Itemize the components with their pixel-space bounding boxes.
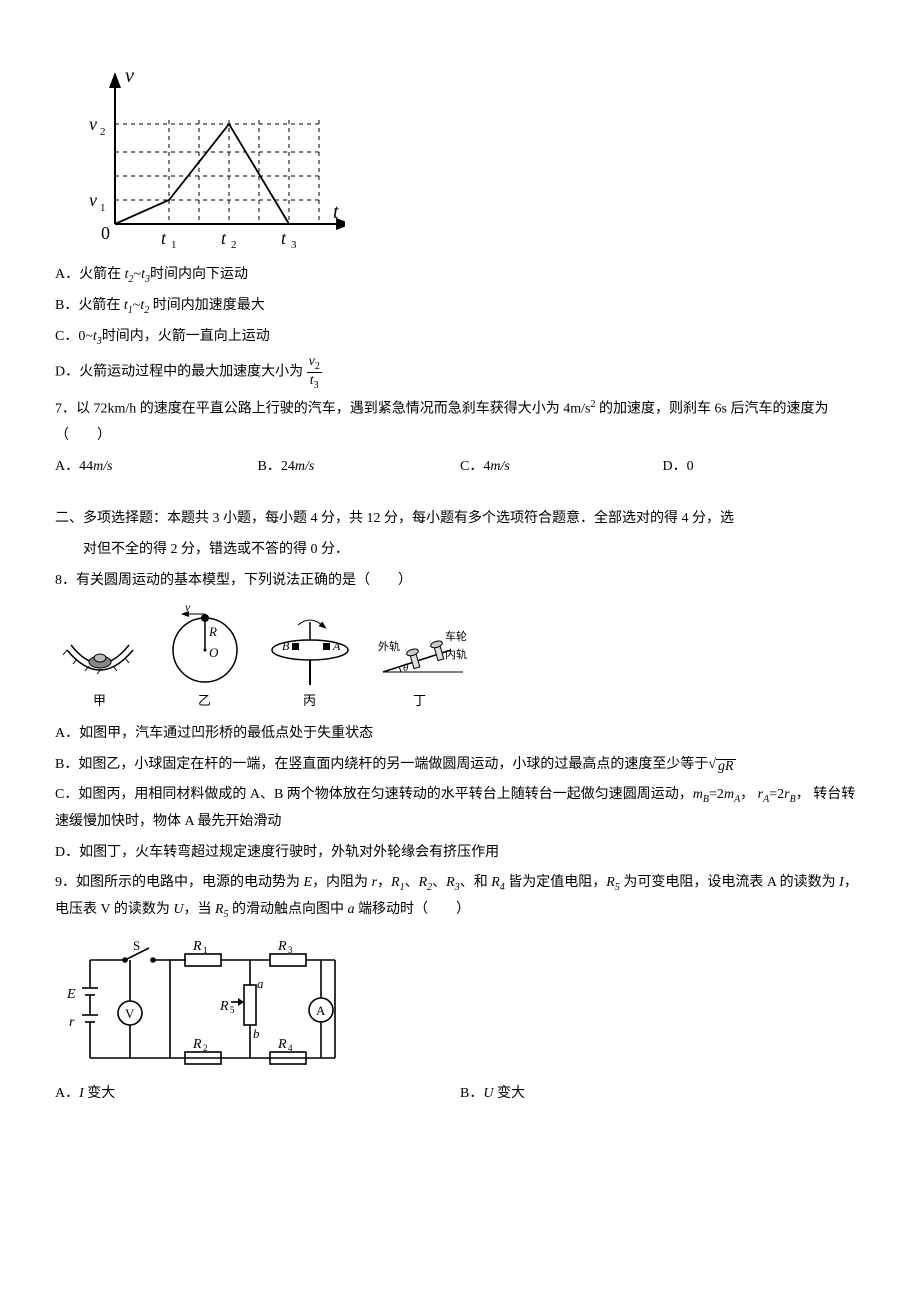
svg-text:车轮: 车轮 [445, 629, 467, 643]
svg-text:1: 1 [171, 239, 177, 251]
q6-option-b: B．火箭在 t1~t2 时间内加速度最大 [55, 293, 865, 320]
fraction-v2-t3: v2 t3 [307, 354, 322, 391]
svg-text:A: A [316, 1003, 326, 1018]
q8-option-d: D．如图丁，火车转弯超过规定速度行驶时，外轨对外轮缘会有挤压作用 [55, 840, 865, 867]
svg-text:R: R [192, 939, 202, 954]
svg-text:t: t [161, 228, 167, 248]
svg-text:a: a [257, 976, 264, 991]
q8-option-b: B．如图乙，小球固定在杆的一端，在竖直面内绕杆的另一端做圆周运动，小球的过最高点… [55, 752, 865, 779]
svg-text:4: 4 [288, 1043, 293, 1053]
svg-text:E: E [66, 987, 76, 1002]
svg-text:3: 3 [288, 945, 293, 955]
svg-text:O: O [209, 645, 219, 660]
svg-text:内轨: 内轨 [445, 647, 467, 661]
fig-bing: B A 丙 [272, 620, 348, 708]
label-ding: 丁 [413, 693, 426, 708]
q6-option-d: D．火箭运动过程中的最大加速度大小为 v2 t3 [55, 354, 865, 391]
q9-option-b: B．U 变大 [460, 1081, 865, 1108]
svg-text:2: 2 [100, 126, 106, 138]
svg-text:R: R [208, 624, 217, 639]
q7-option-d: D．0 [663, 454, 866, 481]
q9-circuit: S R1 R3 R2 R4 R5 a b E r V A [55, 930, 865, 1075]
fig-yi: v R O 乙 [173, 600, 237, 708]
svg-text:S: S [133, 938, 140, 953]
svg-text:V: V [125, 1006, 135, 1021]
svg-text:t: t [221, 228, 227, 248]
q6-vt-graph: v t 0 v 1 v 2 t 1 t 2 t 3 [55, 56, 865, 256]
svg-text:5: 5 [230, 1005, 235, 1015]
svg-text:r: r [69, 1015, 75, 1030]
svg-text:b: b [253, 1026, 260, 1041]
svg-text:R: R [277, 939, 287, 954]
q9-stem: 9．如图所示的电路中，电源的电动势为 E，内阻为 r，R1、R2、R3、和 R4… [55, 870, 865, 924]
svg-text:t: t [333, 201, 339, 223]
label-jia: 甲 [93, 693, 106, 708]
svg-text:A: A [332, 639, 341, 653]
q6-option-c: C．0~t3时间内，火箭一直向上运动 [55, 324, 865, 351]
q7-option-c: C．4m/s [460, 454, 663, 481]
fig-ding: θ 外轨 车轮 内轨 丁 [378, 629, 467, 708]
section-2-heading: 二、多项选择题：本题共 3 小题，每小题 4 分，共 12 分，每小题有多个选项… [55, 506, 865, 533]
fig-jia: 甲 [63, 645, 133, 708]
q9-option-a: A．I 变大 [55, 1081, 460, 1108]
svg-text:v: v [89, 190, 97, 210]
q7-stem: 7．以 72km/h 的速度在平直公路上行驶的汽车，遇到紧急情况而急刹车获得大小… [55, 395, 865, 450]
q7-option-a: A．44m/s [55, 454, 258, 481]
svg-text:1: 1 [100, 202, 106, 214]
svg-text:R: R [192, 1037, 202, 1052]
svg-text:0: 0 [101, 223, 110, 243]
svg-text:B: B [282, 639, 290, 653]
svg-text:2: 2 [231, 239, 237, 251]
svg-text:v: v [125, 65, 134, 87]
q9-options: A．I 变大 B．U 变大 [55, 1081, 865, 1108]
svg-text:v: v [89, 114, 97, 134]
svg-text:R: R [277, 1037, 287, 1052]
q7-option-b: B．24m/s [258, 454, 461, 481]
svg-text:v: v [185, 600, 191, 614]
q8-figures: 甲 v R O 乙 B A 丙 θ [55, 600, 865, 715]
label-bing: 丙 [303, 693, 316, 708]
label-yi: 乙 [198, 693, 211, 708]
svg-text:外轨: 外轨 [378, 639, 400, 653]
q8-stem: 8．有关圆周运动的基本模型，下列说法正确的是（ ） [55, 568, 865, 595]
svg-text:R: R [219, 999, 229, 1014]
section-2-heading-cont: 对但不全的得 2 分，错选或不答的得 0 分． [55, 537, 865, 564]
q7-options: A．44m/s B．24m/s C．4m/s D．0 [55, 454, 865, 481]
q8-option-c: C．如图丙，用相同材料做成的 A、B 两个物体放在匀速转动的水平转台上随转台一起… [55, 782, 865, 835]
svg-text:1: 1 [203, 945, 208, 955]
svg-text:t: t [281, 228, 287, 248]
svg-text:θ: θ [403, 662, 409, 674]
svg-text:2: 2 [203, 1043, 208, 1053]
q6-option-a: A．火箭在 t2~t3时间内向下运动 [55, 262, 865, 289]
svg-text:3: 3 [291, 239, 297, 251]
q8-option-a: A．如图甲，汽车通过凹形桥的最低点处于失重状态 [55, 721, 865, 748]
